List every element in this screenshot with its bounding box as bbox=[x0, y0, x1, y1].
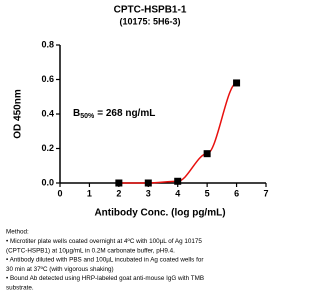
method-line: substrate. bbox=[6, 284, 34, 291]
chart-subtitle: (10175: 5H6-3) bbox=[119, 16, 180, 26]
x-tick-label: 7 bbox=[263, 188, 268, 198]
y-axis-label: OD 450nm bbox=[13, 89, 24, 139]
data-point bbox=[174, 177, 182, 185]
method-line: • Microtiter plate wells coated overnigh… bbox=[6, 238, 202, 245]
data-point bbox=[115, 179, 123, 187]
data-point bbox=[233, 79, 241, 87]
data-point bbox=[203, 150, 211, 158]
data-point bbox=[144, 179, 152, 187]
y-tick-label: 0.6 bbox=[41, 74, 54, 84]
x-tick-label: 3 bbox=[146, 188, 151, 198]
annotation-sub: 50% bbox=[80, 113, 95, 120]
y-tick-label: 0.2 bbox=[41, 143, 54, 153]
method-line: (CPTC-HSPB1) at 10µg/mL in 0.2M carbonat… bbox=[6, 247, 175, 254]
method-line: Method: bbox=[6, 229, 29, 236]
annotation-text: = 268 ng/mL bbox=[97, 108, 155, 119]
annotation-base: B bbox=[73, 108, 80, 119]
chart: CPTC-HSPB1-1 (10175: 5H6-3) Antibody Con… bbox=[6, 5, 269, 292]
x-tick-label: 6 bbox=[234, 188, 239, 198]
x-tick-label: 0 bbox=[57, 188, 62, 198]
method-line: • Antibody diluted with PBS and 100µL in… bbox=[6, 257, 203, 264]
chart-title: CPTC-HSPB1-1 bbox=[114, 5, 187, 16]
y-tick-label: 0.4 bbox=[41, 108, 54, 118]
series-line bbox=[118, 82, 237, 184]
x-axis-label: Antibody Conc. (log pg/mL) bbox=[94, 208, 225, 219]
x-tick-label: 2 bbox=[116, 188, 121, 198]
annotation: B50% = 268 ng/mL bbox=[73, 108, 155, 120]
y-tick-label: 0.0 bbox=[41, 177, 54, 187]
y-tick-label: 0.8 bbox=[41, 39, 54, 49]
x-tick-label: 4 bbox=[175, 188, 180, 198]
x-tick-label: 5 bbox=[205, 188, 210, 198]
x-tick-label: 1 bbox=[87, 188, 92, 198]
method-line: • Bound Ab detected using HRP-labeled go… bbox=[6, 275, 204, 282]
method-line: 30 min at 37ºC (with vigorous shaking) bbox=[6, 266, 114, 273]
